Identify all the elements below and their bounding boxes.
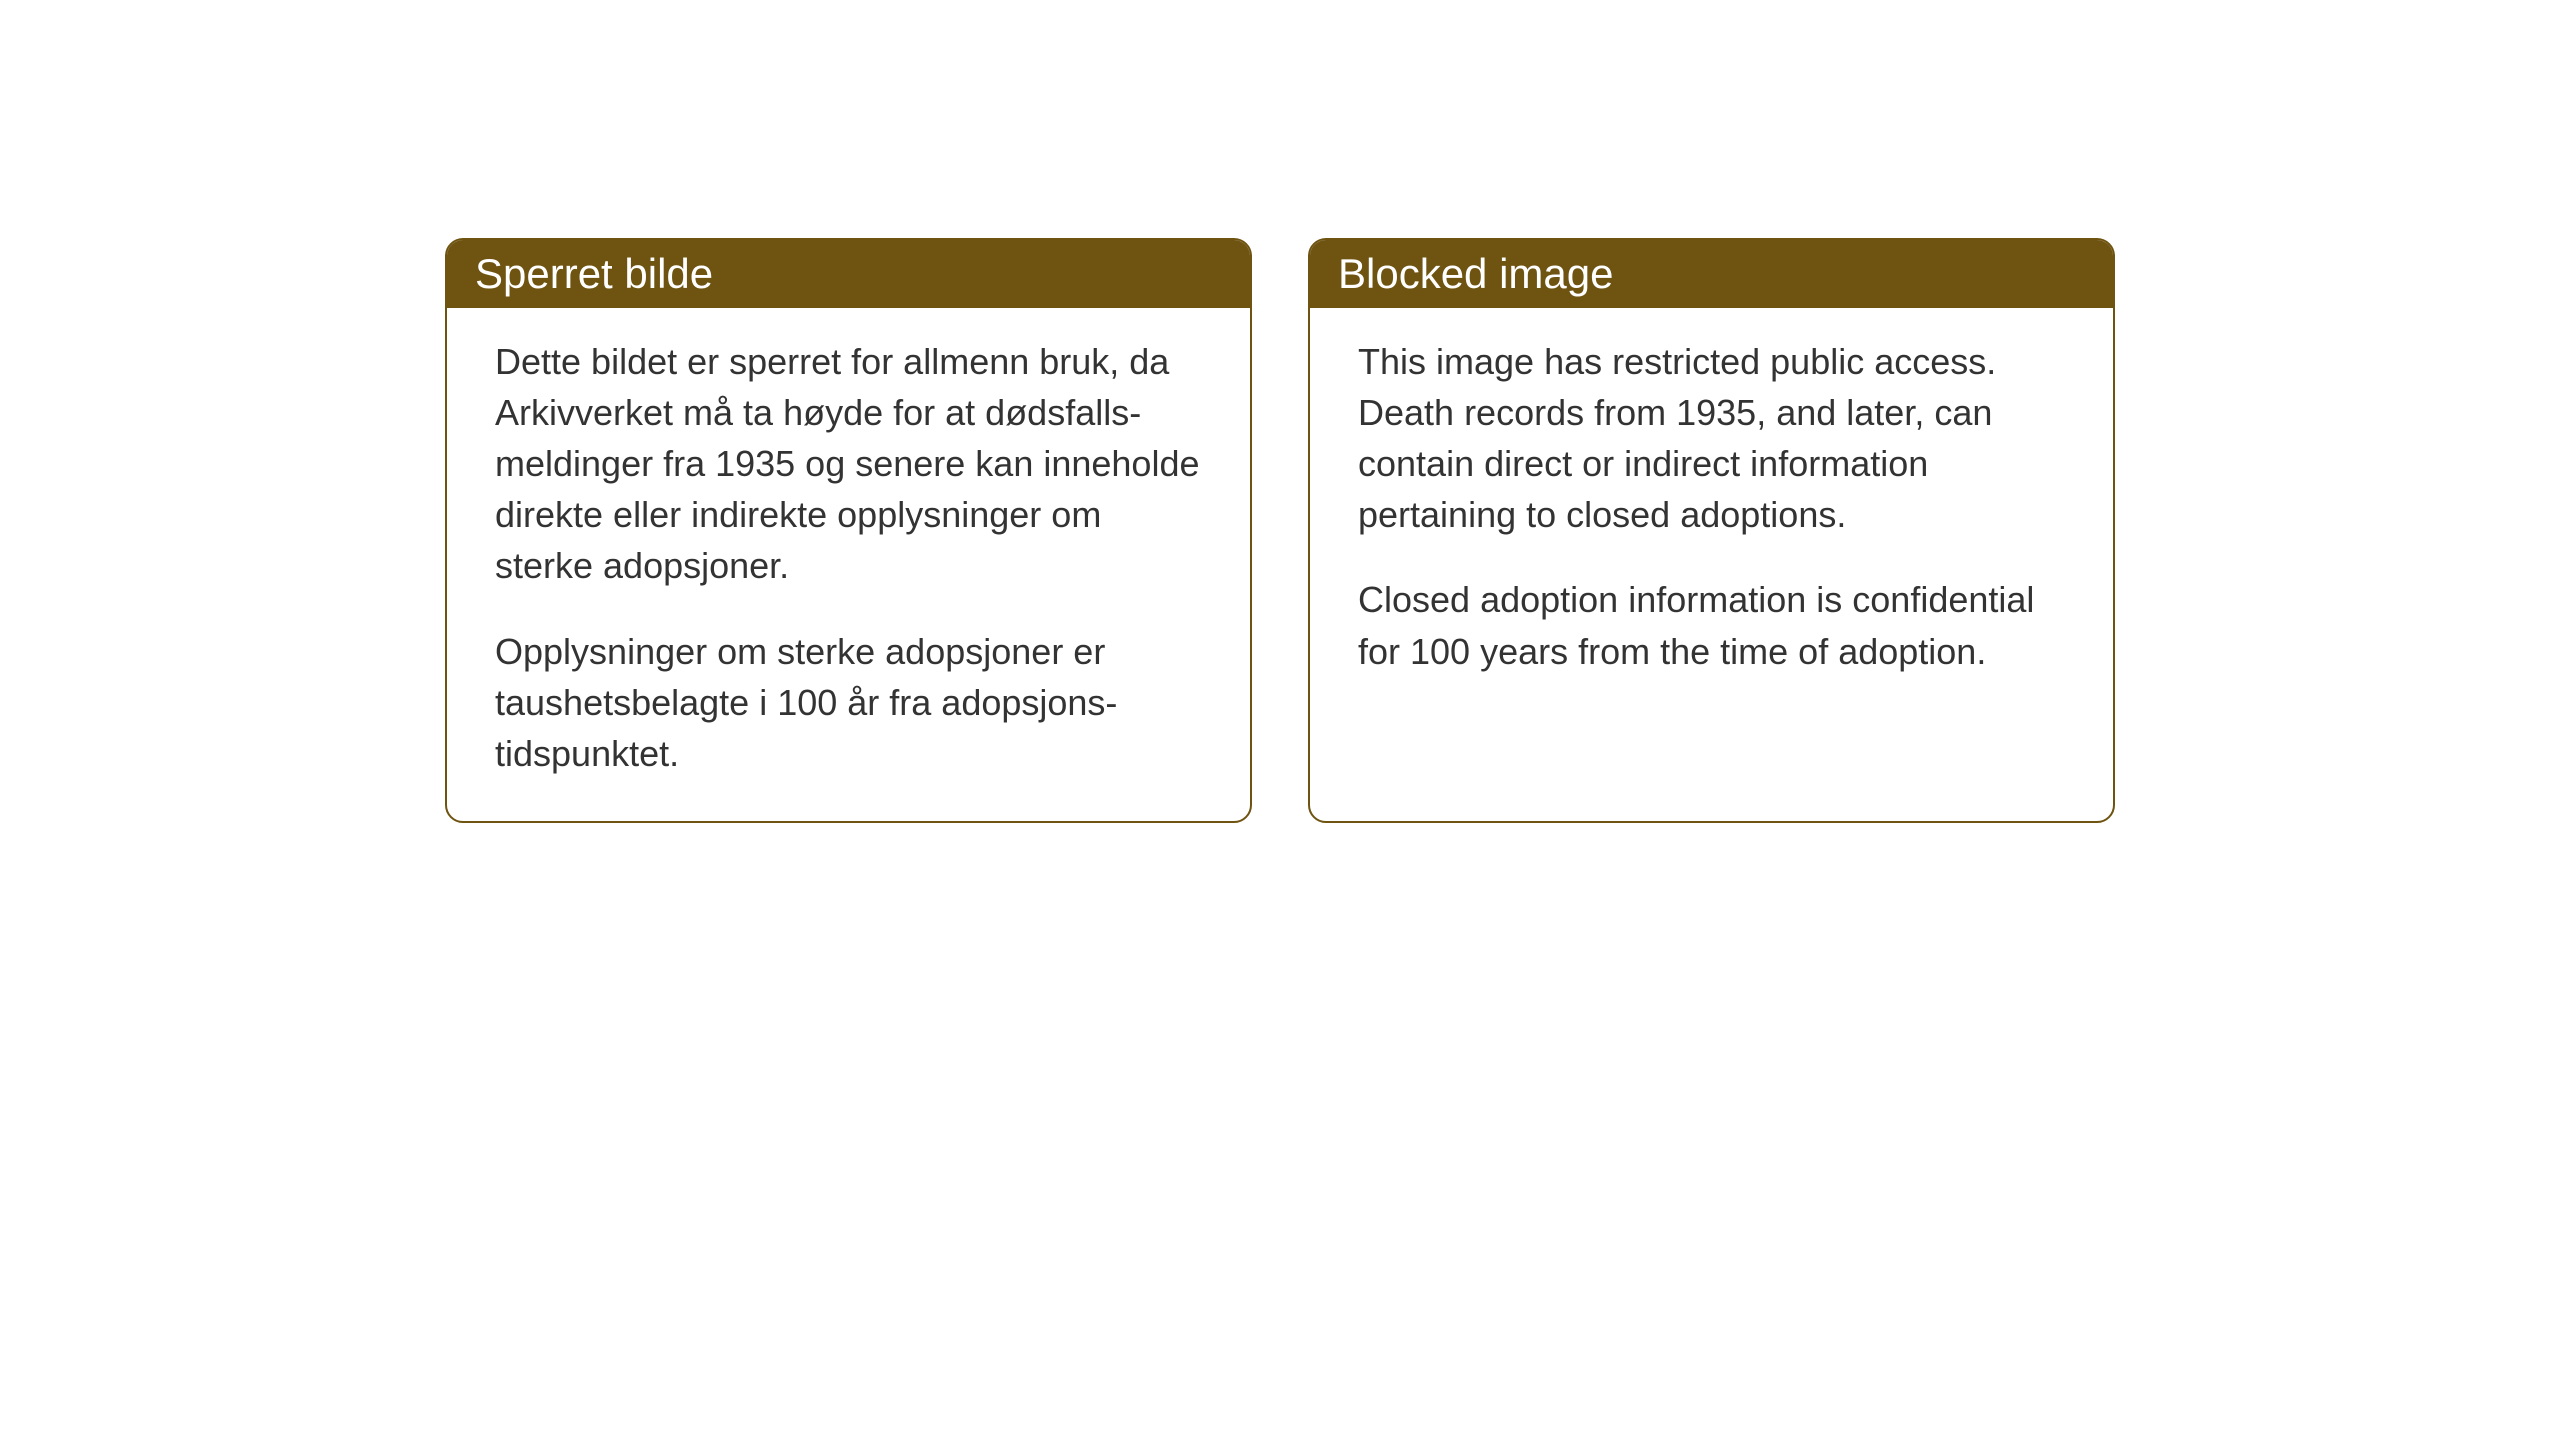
notice-card-norwegian: Sperret bilde Dette bildet er sperret fo… — [445, 238, 1252, 823]
card-paragraph-2-english: Closed adoption information is confident… — [1358, 574, 2065, 676]
notice-card-english: Blocked image This image has restricted … — [1308, 238, 2115, 823]
card-body-english: This image has restricted public access.… — [1310, 308, 2113, 736]
card-paragraph-2-norwegian: Opplysninger om sterke adopsjoner er tau… — [495, 626, 1202, 779]
card-title-norwegian: Sperret bilde — [475, 250, 713, 297]
card-header-norwegian: Sperret bilde — [447, 240, 1250, 308]
card-header-english: Blocked image — [1310, 240, 2113, 308]
notice-cards-container: Sperret bilde Dette bildet er sperret fo… — [445, 238, 2115, 823]
card-paragraph-1-english: This image has restricted public access.… — [1358, 336, 2065, 540]
card-title-english: Blocked image — [1338, 250, 1613, 297]
card-paragraph-1-norwegian: Dette bildet er sperret for allmenn bruk… — [495, 336, 1202, 592]
card-body-norwegian: Dette bildet er sperret for allmenn bruk… — [447, 308, 1250, 821]
